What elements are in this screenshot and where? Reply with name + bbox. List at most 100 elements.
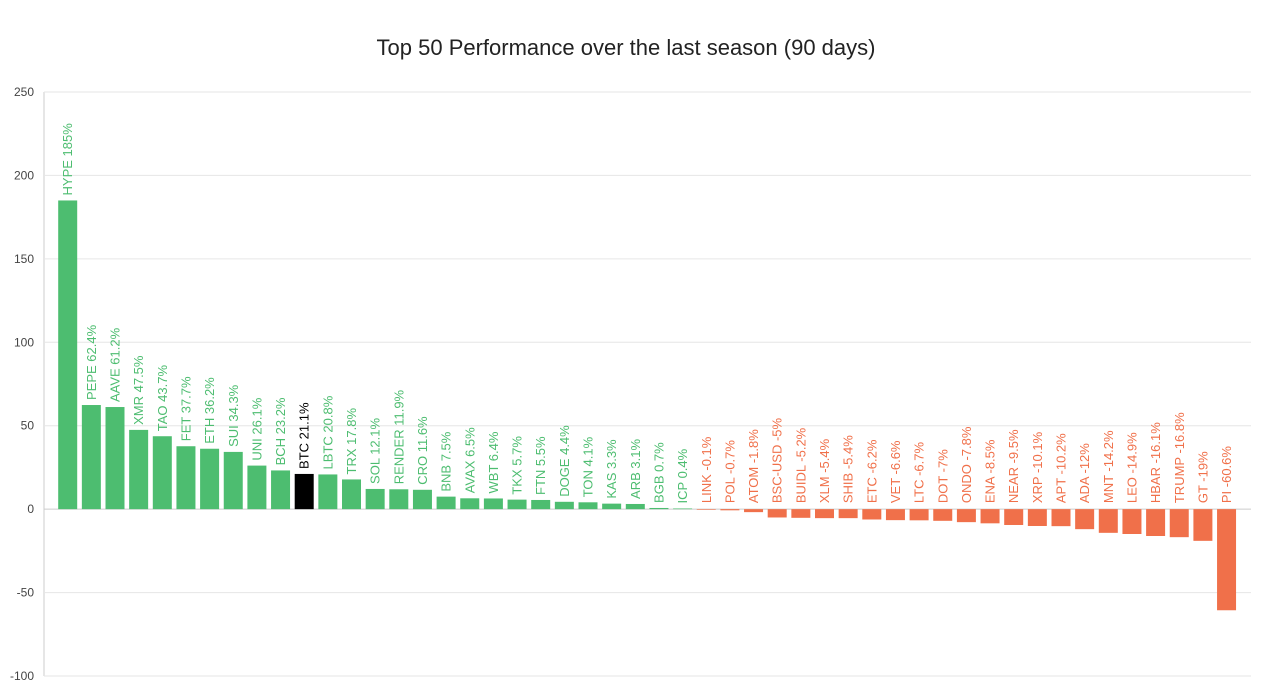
- bar-ondo: [956, 509, 976, 523]
- bar-aave: [105, 407, 125, 510]
- bar-fet: [176, 446, 196, 510]
- bar-label-doge: DOGE 4.4%: [557, 425, 572, 497]
- bar-label-pi: PI -60.6%: [1219, 446, 1234, 504]
- bar-label-ena: ENA -8.5%: [983, 439, 998, 503]
- bar-buidl: [791, 509, 811, 518]
- bar-bnb: [436, 496, 456, 510]
- bar-icp: [673, 508, 693, 510]
- bar-hbar: [1146, 509, 1166, 536]
- bar-uni: [247, 465, 267, 510]
- bar-label-lbtc: LBTC 20.8%: [320, 395, 335, 469]
- bar-atom: [744, 509, 764, 513]
- y-tick-label: 250: [14, 85, 34, 99]
- bar-ton: [578, 502, 598, 510]
- bar-label-bsc-usd: BSC-USD -5%: [770, 417, 785, 503]
- bar-label-pepe: PEPE 62.4%: [84, 324, 99, 400]
- bar-label-btc: BTC 21.1%: [297, 402, 312, 469]
- bar-xrp: [1027, 509, 1047, 526]
- bar-label-wbt: WBT 6.4%: [486, 431, 501, 493]
- bar-xmr: [129, 429, 149, 510]
- bar-pepe: [81, 405, 101, 510]
- bar-label-bch: BCH 23.2%: [273, 397, 288, 465]
- bar-label-near: NEAR -9.5%: [1006, 429, 1021, 503]
- bar-label-render: RENDER 11.9%: [391, 389, 406, 484]
- bar-label-kas: KAS 3.3%: [604, 439, 619, 499]
- y-tick-label: 0: [27, 502, 34, 516]
- bar-kas: [602, 503, 622, 510]
- bar-shib: [838, 509, 858, 519]
- bar-btc: [294, 473, 314, 510]
- bar-label-xrp: XRP -10.1%: [1030, 431, 1045, 503]
- bar-hype: [58, 200, 78, 510]
- bar-ada: [1075, 509, 1095, 530]
- bar-trx: [342, 479, 361, 510]
- bar-label-xlm: XLM -5.4%: [817, 438, 832, 503]
- bar-sui: [223, 451, 243, 510]
- bar-label-eth: ETH 36.2%: [202, 377, 217, 444]
- bar-label-sui: SUI 34.3%: [226, 384, 241, 447]
- bar-label-ltc: LTC -6.7%: [912, 442, 927, 504]
- chart-title: Top 50 Performance over the last season …: [377, 35, 876, 60]
- bar-bgb: [649, 507, 669, 510]
- bar-label-leo: LEO -14.9%: [1124, 432, 1139, 503]
- bar-label-vet: VET -6.6%: [888, 440, 903, 503]
- bar-lbtc: [318, 474, 338, 510]
- bar-label-icp: ICP 0.4%: [675, 448, 690, 503]
- bar-link: [696, 509, 716, 510]
- bar-pol: [720, 509, 740, 511]
- bar-label-ftn: FTN 5.5%: [533, 436, 548, 495]
- bar-label-apt: APT -10.2%: [1054, 433, 1069, 503]
- bar-label-buidl: BUIDL -5.2%: [793, 427, 808, 503]
- bar-label-tao: TAO 43.7%: [155, 365, 170, 432]
- bar-label-bnb: BNB 7.5%: [439, 431, 454, 491]
- bar-gt: [1193, 509, 1213, 541]
- bar-label-ada: ADA -12%: [1077, 443, 1092, 503]
- bar-near: [1004, 509, 1024, 525]
- bar-trump: [1169, 509, 1189, 538]
- y-tick-label: 200: [14, 168, 34, 182]
- bar-label-fet: FET 37.7%: [178, 376, 193, 441]
- y-axis-ticks: 250 200 150 100 50 0 -50 -100: [10, 85, 34, 683]
- bar-vet: [885, 509, 905, 521]
- bar-labels-layer: HYPE 185% PEPE 62.4% AAVE 61.2% XMR 47.5% TA…: [60, 123, 1234, 504]
- bar-cro: [412, 489, 432, 510]
- bar-label-bgb: BGB 0.7%: [651, 442, 666, 503]
- bar-bsc-usd: [767, 509, 787, 518]
- bar-label-cro: CRO 11.6%: [415, 416, 430, 485]
- bar-label-trx: TRX 17.8%: [344, 408, 359, 475]
- bar-ena: [980, 509, 1000, 524]
- bar-label-uni: UNI 26.1%: [249, 397, 264, 460]
- y-tick-label: 50: [21, 419, 35, 433]
- bar-label-xmr: XMR 47.5%: [131, 355, 146, 425]
- bar-label-aave: AAVE 61.2%: [108, 327, 123, 402]
- bar-label-pol: POL -0.7%: [722, 440, 737, 504]
- bar-label-hype: HYPE 185%: [60, 123, 75, 196]
- y-tick-label: -100: [10, 669, 34, 683]
- bar-label-trump: TRUMP -16.8%: [1172, 412, 1187, 503]
- bar-tkx: [507, 499, 527, 510]
- bar-pi: [1217, 509, 1237, 611]
- bar-apt: [1051, 509, 1071, 527]
- bar-label-atom: ATOM -1.8%: [746, 429, 761, 503]
- bars-layer: [58, 200, 1237, 611]
- bar-label-mnt: MNT -14.2%: [1101, 430, 1116, 503]
- bar-label-avax: AVAX 6.5%: [462, 427, 477, 493]
- bar-tao: [152, 436, 172, 510]
- grid-layer: [43, 91, 1251, 677]
- bar-label-arb: ARB 3.1%: [628, 439, 643, 499]
- bar-label-dot: DOT -7%: [935, 449, 950, 503]
- bar-label-link: LINK -0.1%: [699, 436, 714, 503]
- bar-label-ton: TON 4.1%: [581, 436, 596, 497]
- bar-wbt: [483, 498, 503, 510]
- bar-label-sol: SOL 12.1%: [368, 418, 383, 484]
- bar-mnt: [1098, 509, 1118, 533]
- bar-eth: [200, 448, 220, 510]
- bar-ltc: [909, 509, 929, 521]
- bar-sol: [365, 488, 385, 510]
- bar-avax: [460, 498, 480, 510]
- bar-dot: [933, 509, 953, 521]
- bar-label-hbar: HBAR -16.1%: [1148, 422, 1163, 503]
- bar-label-gt: GT -19%: [1195, 451, 1210, 503]
- bar-arb: [625, 503, 645, 510]
